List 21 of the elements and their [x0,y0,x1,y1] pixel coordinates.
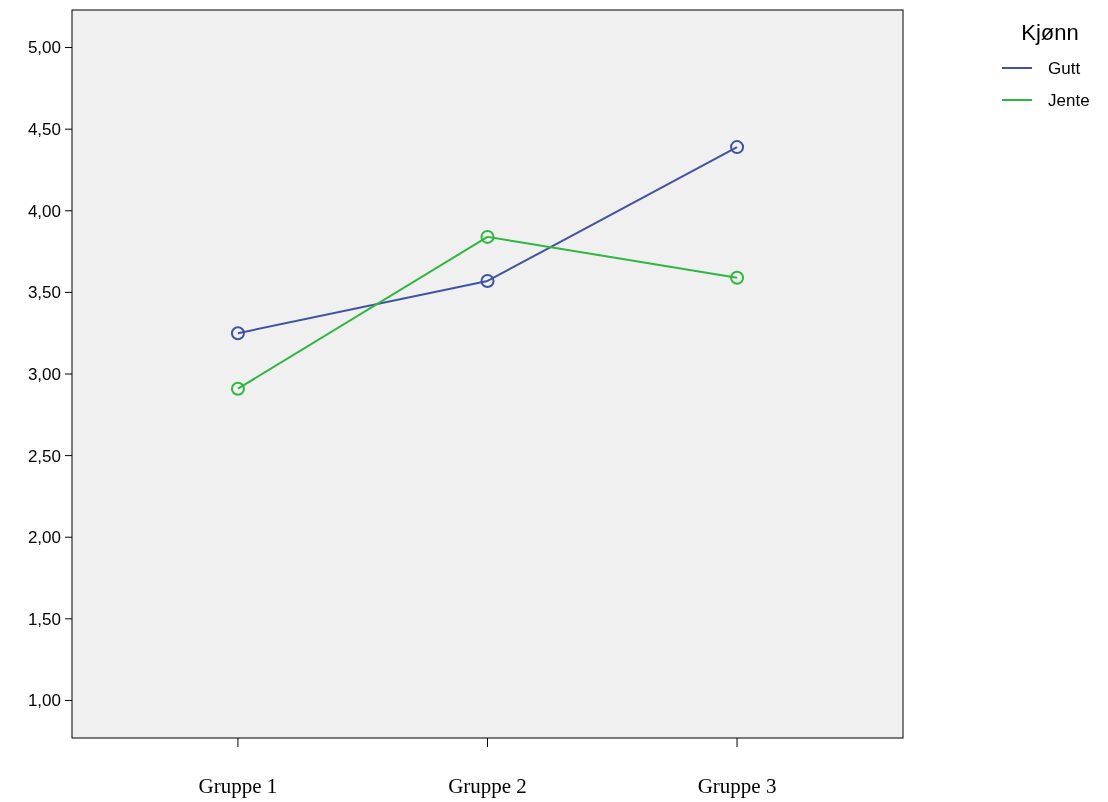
legend-title: Kjønn [1021,20,1079,45]
y-tick-label: 3,00 [27,364,61,384]
y-tick-label: 1,50 [27,609,61,629]
y-tick-label: 4,00 [27,201,61,221]
legend-label: Gutt [1048,58,1081,78]
y-tick-label: 3,50 [27,283,61,303]
y-tick-label: 2,50 [27,446,61,466]
y-tick-label: 1,00 [27,691,61,711]
y-tick-label: 2,00 [27,528,61,548]
point [480,229,495,244]
x-tick-label: Gruppe 2 [448,774,527,798]
point [730,140,745,155]
y-tick-label: 4,50 [27,120,61,140]
y-tick-label: 5,00 [27,38,61,58]
point [230,381,245,396]
point [730,270,745,285]
x-tick-label: Gruppe 3 [697,774,777,798]
point [480,273,495,288]
legend-label: Jente [1048,90,1090,110]
point [230,326,245,341]
x-tick-label: Gruppe 1 [198,774,278,798]
